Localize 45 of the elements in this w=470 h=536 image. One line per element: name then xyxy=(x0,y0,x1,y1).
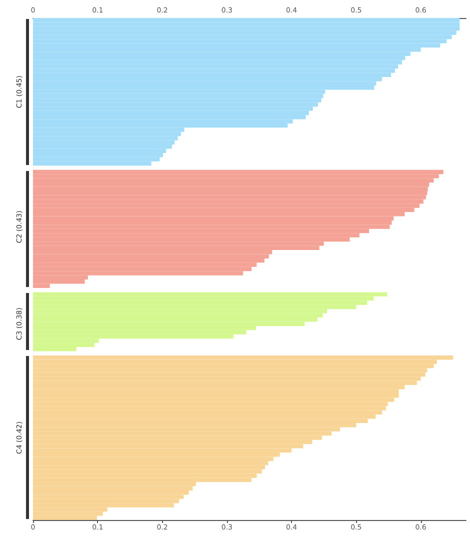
bar xyxy=(33,224,390,229)
bar xyxy=(33,94,324,98)
bar xyxy=(33,102,318,107)
bar xyxy=(33,60,402,64)
bar xyxy=(33,280,85,284)
bar xyxy=(33,292,388,296)
bar xyxy=(33,136,178,140)
bar xyxy=(33,26,460,31)
bar xyxy=(33,30,456,35)
bar xyxy=(33,313,323,318)
bar xyxy=(33,157,160,162)
bar xyxy=(33,190,428,196)
bar xyxy=(33,490,189,495)
bar xyxy=(33,406,386,410)
bar xyxy=(33,486,193,490)
bar xyxy=(33,170,444,174)
bar xyxy=(33,18,460,22)
bar xyxy=(33,152,163,158)
bar xyxy=(33,372,426,377)
bar xyxy=(33,85,374,90)
bar xyxy=(33,469,262,474)
bar xyxy=(33,22,460,26)
bar xyxy=(33,186,428,191)
bar xyxy=(33,68,395,73)
bar xyxy=(33,498,180,504)
bar xyxy=(33,465,266,470)
bar xyxy=(33,195,426,200)
bar xyxy=(33,144,172,149)
bar xyxy=(33,254,269,258)
bar xyxy=(33,393,399,398)
bar xyxy=(33,72,392,78)
bar xyxy=(33,380,417,386)
bar xyxy=(33,364,434,368)
bar xyxy=(33,355,454,360)
bar xyxy=(33,98,322,102)
bar xyxy=(33,140,175,145)
bar xyxy=(33,64,398,69)
bar xyxy=(33,115,306,120)
bar xyxy=(33,182,430,187)
bar xyxy=(33,204,420,208)
bar xyxy=(33,132,181,136)
bar xyxy=(33,220,392,225)
bar xyxy=(33,110,309,116)
bar xyxy=(33,410,382,415)
bar xyxy=(33,199,424,204)
